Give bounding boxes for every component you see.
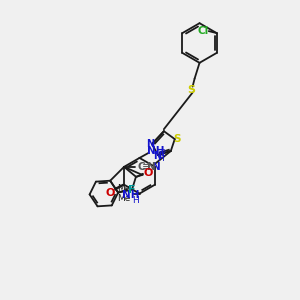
Text: S: S [188, 85, 196, 94]
Text: N: N [147, 162, 156, 172]
Text: O: O [106, 188, 115, 198]
Text: N: N [152, 162, 160, 172]
Text: H: H [157, 154, 164, 164]
Text: Cl: Cl [197, 26, 208, 36]
Text: S: S [173, 134, 181, 144]
Text: O: O [143, 168, 152, 178]
Text: Me: Me [117, 184, 130, 193]
Text: 2: 2 [161, 149, 166, 158]
Text: NH: NH [122, 190, 140, 200]
Text: C: C [137, 162, 145, 172]
Text: NH: NH [147, 146, 164, 156]
Text: F: F [128, 184, 136, 195]
Text: N: N [153, 151, 161, 161]
Text: H: H [133, 196, 139, 205]
Text: ≡: ≡ [142, 162, 152, 172]
Text: N: N [146, 139, 154, 149]
Text: Me: Me [117, 194, 130, 203]
